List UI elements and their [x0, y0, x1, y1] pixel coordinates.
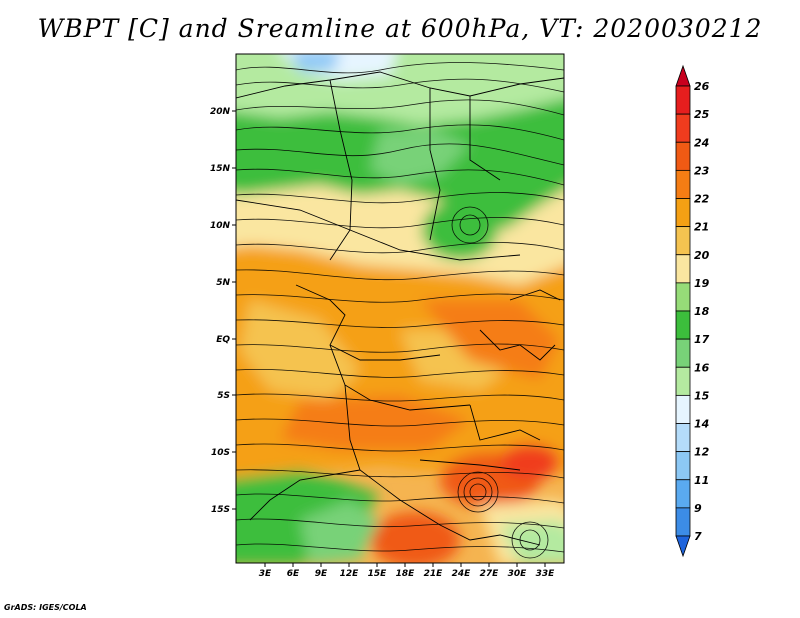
colorbar-label: 16: [694, 361, 710, 374]
lon-label: 3E: [259, 569, 272, 579]
colorbar-swatch: [675, 479, 691, 509]
colorbar-swatch: [675, 366, 691, 396]
colorbar-swatch: [675, 141, 691, 171]
colorbar-swatch: [675, 226, 691, 256]
colorbar-label: 15: [694, 389, 710, 402]
lon-label: 6E: [287, 569, 300, 579]
lon-label: 30E: [508, 569, 528, 579]
colorbar-bottom-arrow: [675, 535, 691, 558]
colorbar-label: 20: [694, 249, 710, 262]
colorbar-swatch: [675, 310, 691, 340]
colorbar-swatch: [675, 113, 691, 143]
lat-label: 10S: [211, 448, 230, 458]
colorbar-label: 18: [694, 305, 710, 318]
lon-ticks: [264, 563, 546, 567]
lat-label: 20N: [210, 107, 231, 117]
footer-credit: GrADS: IGES/COLA: [4, 603, 87, 612]
colorbar-swatch: [675, 254, 691, 284]
country-borders: [236, 71, 564, 546]
lon-label: 18E: [396, 569, 416, 579]
colorbar-swatch: [675, 198, 691, 228]
longitude-axis: 3E 6E 9E 12E 15E 18E 21E 24E 27E 30E 33E: [259, 569, 555, 579]
lon-label: 12E: [340, 569, 360, 579]
colorbar-label: 25: [694, 108, 710, 121]
colorbar-label: 17: [694, 333, 710, 346]
colorbar-swatch: [675, 338, 691, 368]
map-title: WBPT [C] and Sreamline at 600hPa, VT: 20…: [37, 14, 763, 43]
map-panel: [236, 54, 564, 563]
colorbar-top-arrow: [675, 64, 691, 87]
lat-label: 5S: [217, 391, 230, 401]
lon-label: 27E: [480, 569, 500, 579]
colorbar-label: 11: [694, 474, 709, 487]
colorbar-label: 21: [694, 221, 709, 234]
colorbar-label: 9: [694, 502, 702, 515]
lat-label: 10N: [210, 221, 231, 231]
lon-label: 33E: [536, 569, 556, 579]
colorbar-swatch: [675, 423, 691, 453]
lon-label: 9E: [315, 569, 328, 579]
colorbar-swatch: [675, 394, 691, 424]
streamlines: [236, 62, 564, 559]
lat-label: 5N: [216, 278, 230, 288]
colorbar-label: 23: [694, 164, 710, 177]
colorbar-label: 22: [694, 193, 710, 206]
colorbar-label: 26: [694, 80, 710, 93]
colorbar-label: 12: [694, 446, 710, 459]
colorbar-label: 14: [694, 418, 709, 431]
lat-label: EQ: [216, 335, 230, 345]
colorbar-swatch: [675, 507, 691, 537]
colorbar-swatch: [675, 169, 691, 199]
lon-label: 21E: [424, 569, 444, 579]
colorbar-swatch: [675, 282, 691, 312]
colorbar-label: 24: [694, 136, 709, 149]
lat-ticks: [232, 110, 236, 510]
colorbar-label: 7: [694, 530, 702, 543]
colorbar: 26 25 24 23 22 21 20 19 18 17 16 15 14 12 11 9 7: [675, 64, 710, 558]
colorbar-label: 19: [694, 277, 710, 290]
lat-label: 15S: [211, 505, 230, 515]
latitude-axis: 20N 15N 10N 5N EQ 5S 10S 15S: [210, 107, 231, 515]
lat-label: 15N: [210, 164, 231, 174]
colorbar-swatch: [675, 85, 691, 115]
lon-label: 15E: [368, 569, 388, 579]
map-frame: [235, 53, 565, 564]
lon-label: 24E: [452, 569, 472, 579]
colorbar-swatch: [675, 451, 691, 481]
